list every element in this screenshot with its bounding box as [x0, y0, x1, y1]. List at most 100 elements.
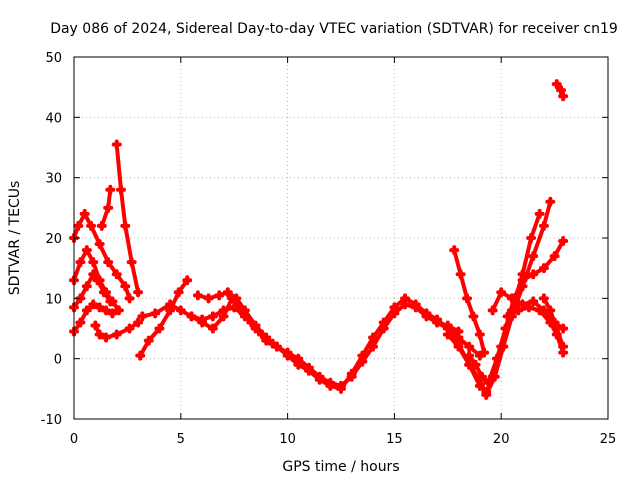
data-point — [133, 317, 144, 328]
data-point — [143, 335, 154, 346]
data-point — [538, 293, 549, 304]
data-point — [94, 302, 105, 313]
data-point — [111, 329, 122, 340]
data-point — [389, 302, 400, 313]
series-track-4 — [69, 299, 118, 337]
data-point — [120, 220, 131, 231]
data-point — [88, 299, 99, 310]
data-point — [336, 383, 346, 394]
data-point — [86, 220, 97, 231]
data-point — [165, 299, 176, 310]
series-line — [541, 296, 566, 349]
x-tick-label: 5 — [177, 432, 185, 447]
data-point — [523, 302, 534, 313]
data-point — [135, 350, 146, 361]
data-point — [96, 220, 107, 231]
data-point — [81, 281, 92, 292]
data-point — [528, 251, 539, 262]
data-point — [111, 269, 122, 280]
data-point — [528, 269, 539, 280]
data-point — [101, 305, 112, 316]
series-track-13 — [449, 245, 490, 358]
axis-ticks — [73, 56, 609, 420]
data-point — [410, 299, 421, 310]
data-point — [517, 275, 528, 286]
y-tick-label: 10 — [45, 292, 62, 307]
data-point — [92, 275, 103, 286]
data-point — [558, 91, 569, 102]
data-point — [500, 323, 511, 334]
series-track-5 — [90, 317, 144, 343]
data-point — [489, 371, 500, 382]
data-point — [88, 269, 99, 280]
data-point — [534, 208, 545, 219]
data-point — [105, 296, 116, 307]
series-track-11 — [186, 293, 278, 349]
data-point — [293, 359, 304, 370]
x-tick-label: 10 — [279, 432, 296, 447]
data-point — [113, 305, 124, 316]
data-point — [538, 220, 549, 231]
data-point — [357, 350, 368, 361]
data-point — [545, 317, 556, 328]
series-track-19 — [551, 79, 569, 102]
data-point — [483, 377, 494, 388]
data-point — [513, 305, 524, 316]
data-point — [124, 293, 135, 304]
data-point — [400, 293, 411, 304]
data-point — [545, 305, 556, 316]
data-point — [479, 347, 490, 358]
data-point — [256, 329, 267, 340]
data-point — [346, 368, 357, 379]
data-point — [496, 287, 507, 298]
data-point — [556, 85, 567, 96]
data-point — [235, 305, 246, 316]
x-tick-label: 25 — [600, 432, 617, 447]
data-point — [558, 341, 569, 352]
data-point — [455, 269, 466, 280]
data-point — [94, 329, 105, 340]
data-point — [81, 305, 92, 316]
series-track-9 — [137, 299, 464, 391]
data-point — [528, 296, 539, 307]
data-point — [94, 239, 105, 250]
data-point — [464, 350, 475, 361]
data-point — [314, 374, 325, 385]
data-point — [103, 257, 114, 268]
data-point — [545, 196, 556, 207]
data-point — [449, 245, 460, 256]
data-point — [126, 257, 137, 268]
data-point — [150, 308, 161, 319]
data-point — [133, 287, 144, 298]
data-point — [368, 332, 379, 343]
data-point — [538, 263, 549, 274]
series-line — [114, 142, 141, 295]
data-point — [107, 308, 118, 319]
data-point — [470, 359, 481, 370]
data-point — [192, 290, 203, 301]
data-point — [81, 245, 92, 256]
data-point — [207, 323, 218, 334]
data-point — [182, 275, 193, 286]
data-point — [88, 257, 99, 268]
y-tick-label: 30 — [45, 172, 62, 187]
data-point — [432, 317, 443, 328]
data-point — [154, 323, 165, 334]
data-point — [526, 233, 537, 243]
data-point — [90, 320, 101, 331]
series-track-18 — [538, 293, 569, 352]
data-point — [124, 323, 135, 334]
data-point — [79, 208, 90, 219]
data-point — [173, 287, 184, 298]
data-point — [325, 380, 336, 391]
series-track-8 — [135, 275, 193, 361]
data-point — [111, 139, 122, 150]
data-point — [421, 308, 432, 319]
x-axis-label: GPS time / hours — [282, 459, 399, 475]
data-point — [115, 184, 126, 195]
y-tick-label: 40 — [45, 111, 62, 126]
y-tick-label: 50 — [45, 51, 62, 66]
data-point — [186, 311, 197, 322]
data-point — [75, 317, 86, 328]
